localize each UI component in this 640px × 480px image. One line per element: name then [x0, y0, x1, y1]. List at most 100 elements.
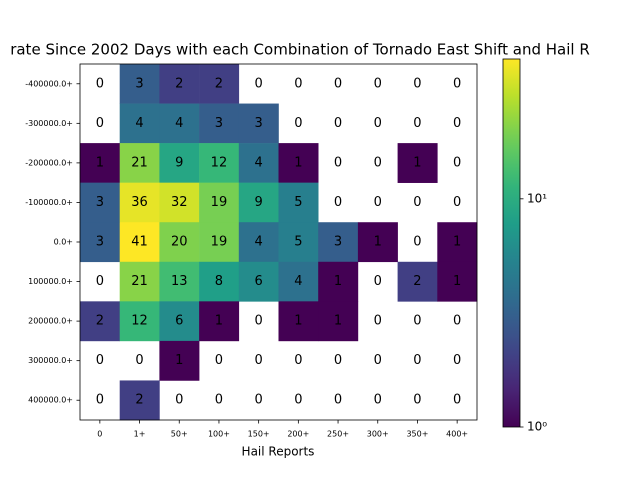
cell-label: 0: [96, 116, 104, 131]
cell: [159, 340, 200, 381]
cell: [159, 103, 200, 144]
cell-label: 12: [131, 314, 148, 329]
cell-label: 0: [413, 235, 421, 250]
cell-label: 3: [135, 76, 143, 91]
cell-label: 20: [171, 235, 188, 250]
cell: [199, 143, 240, 183]
cell: [278, 222, 319, 263]
cell-label: 0: [413, 76, 421, 91]
cell: [397, 143, 438, 183]
colorbar-tick-label: 10¹: [527, 191, 547, 205]
cell-label: 6: [175, 314, 183, 329]
cell: [318, 261, 359, 302]
cell-label: 4: [175, 116, 183, 131]
cell: [238, 143, 279, 183]
cell: [278, 261, 319, 302]
cell-label: 0: [413, 314, 421, 329]
cell-label: 0: [334, 353, 342, 368]
cell-label: 0: [453, 76, 461, 91]
cell: [80, 301, 120, 342]
cell-label: 13: [171, 274, 188, 289]
cell: [159, 222, 200, 263]
cell-label: 0: [334, 195, 342, 210]
cell: [119, 143, 160, 183]
x-tick-label: 300+: [367, 430, 389, 439]
cell-label: 9: [255, 195, 263, 210]
cell: [238, 103, 279, 144]
cell-label: 0: [255, 314, 263, 329]
cell-label: 3: [334, 235, 342, 250]
cell-label: 0: [255, 76, 263, 91]
cell-label: 1: [215, 314, 223, 329]
cell: [199, 301, 240, 342]
cell: [357, 222, 398, 263]
cell-label: 2: [175, 76, 183, 91]
cell-label: 0: [453, 353, 461, 368]
cell-label: 0: [215, 353, 223, 368]
cell: [80, 182, 120, 223]
cell-label: 1: [294, 155, 302, 170]
cell-label: 0: [294, 393, 302, 408]
cell: [278, 301, 319, 342]
cell-label: 0: [374, 116, 382, 131]
cell-label: 0: [374, 155, 382, 170]
cell: [80, 143, 120, 183]
cell: [397, 261, 438, 302]
cell-label: 1: [453, 235, 461, 250]
cell: [119, 182, 160, 223]
cell: [199, 103, 240, 144]
y-tick-label: 200000.0+: [28, 317, 73, 326]
cell: [199, 222, 240, 263]
cell-label: 0: [374, 393, 382, 408]
cell-label: 2: [96, 314, 104, 329]
cell-label: 0: [334, 116, 342, 131]
cell-label: 0: [255, 353, 263, 368]
cell-label: 0: [453, 314, 461, 329]
cell-label: 0: [334, 155, 342, 170]
cell-label: 0: [413, 393, 421, 408]
cell-label: 0: [255, 393, 263, 408]
x-tick-label: 350+: [406, 430, 428, 439]
cell-label: 2: [215, 76, 223, 91]
cell-label: 0: [453, 195, 461, 210]
cell-label: 0: [294, 76, 302, 91]
y-tick-label: 0.0+: [54, 238, 73, 247]
cell-label: 3: [96, 195, 104, 210]
cell-label: 6: [255, 274, 263, 289]
cell: [318, 222, 359, 263]
cell-label: 0: [334, 393, 342, 408]
cell-label: 4: [255, 235, 263, 250]
cell-label: 8: [215, 274, 223, 289]
cell-label: 1: [374, 235, 382, 250]
cell: [119, 103, 160, 144]
cell: [318, 301, 359, 342]
cell-label: 1: [334, 314, 342, 329]
y-tick-label: 100000.0+: [28, 277, 73, 286]
cell-label: 2: [413, 274, 421, 289]
cell-label: 0: [413, 195, 421, 210]
cell: [119, 222, 160, 263]
cell-label: 32: [171, 195, 188, 210]
cell-label: 0: [374, 195, 382, 210]
cell-label: 1: [334, 274, 342, 289]
cell: [199, 64, 240, 104]
cell-label: 4: [294, 274, 302, 289]
cell-label: 1: [413, 155, 421, 170]
x-tick-label: 50+: [171, 430, 188, 439]
cell-label: 0: [413, 116, 421, 131]
x-tick-label: 1+: [134, 430, 146, 439]
cell: [199, 261, 240, 302]
cell: [119, 380, 160, 421]
cell: [159, 64, 200, 104]
cell-label: 0: [413, 353, 421, 368]
y-tick-label: -400000.0+: [25, 79, 73, 88]
cell-label: 21: [131, 274, 148, 289]
cell: [159, 143, 200, 183]
cell-label: 3: [96, 235, 104, 250]
cell: [159, 182, 200, 223]
cell-label: 0: [453, 155, 461, 170]
cell-label: 0: [374, 274, 382, 289]
cell-label: 0: [334, 76, 342, 91]
y-tick-label: 300000.0+: [28, 356, 73, 365]
